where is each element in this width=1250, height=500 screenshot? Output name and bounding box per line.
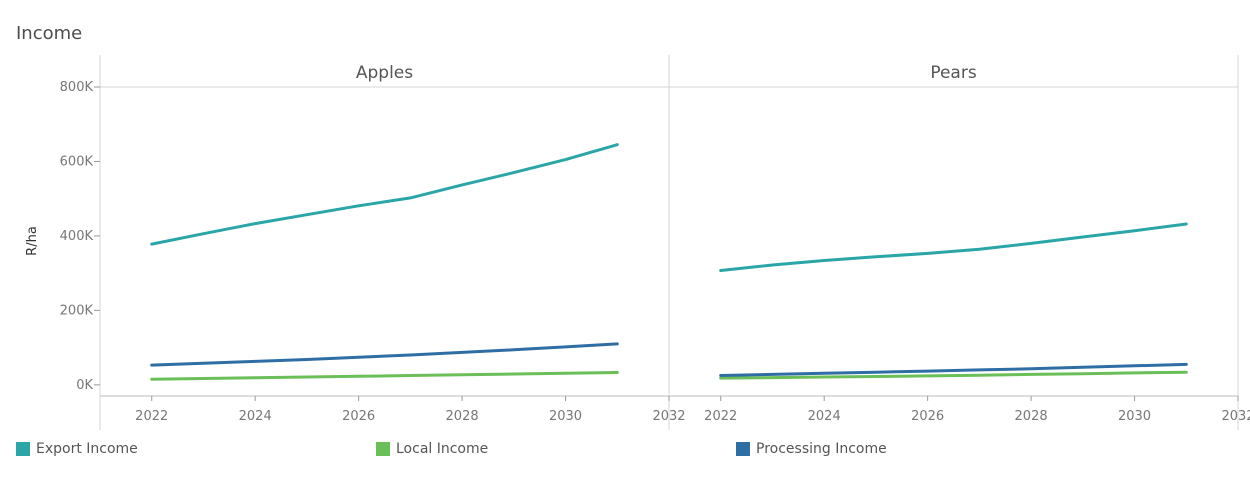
x-tick-label: 2024: [808, 409, 841, 424]
panel-title: Pears: [930, 63, 977, 83]
legend: Export Income Local Income Processing Inco…: [16, 441, 1236, 461]
chart-title: Income: [16, 23, 82, 44]
panel-title: Apples: [356, 63, 413, 83]
y-tick-label: 200K: [60, 303, 94, 318]
legend-label: Local Income: [396, 441, 489, 457]
legend-label: Export Income: [36, 441, 138, 457]
panel-pears: Pears 2022 2024 2026 2028 2030 2032: [704, 63, 1250, 424]
chart-panels: Apples 2022 2024 2026 2028 2030 2032 Pears 2022 2…: [135, 63, 1250, 424]
legend-item-processing-income[interactable]: Processing Income: [736, 441, 887, 457]
legend-swatch: [376, 442, 390, 456]
series-line-export-income: [719, 222, 1188, 272]
y-axis-label: R/ha: [25, 226, 40, 256]
legend-item-local-income[interactable]: Local Income: [376, 441, 488, 457]
y-tick-label: 800K: [60, 80, 94, 95]
series-line-processing-income: [150, 342, 619, 367]
series-line-export-income: [150, 143, 619, 246]
legend-label: Processing Income: [756, 441, 887, 457]
series-line-processing-income: [719, 362, 1188, 377]
legend-swatch: [736, 442, 750, 456]
y-tick-label: 0K: [76, 378, 93, 393]
x-tick-label: 2030: [1118, 409, 1151, 424]
x-tick-label: 2032: [652, 409, 685, 424]
x-tick-label: 2024: [239, 409, 272, 424]
x-tick-label: 2032: [1221, 409, 1250, 424]
x-tick-label: 2026: [911, 409, 944, 424]
y-axis: 0K 200K 400K 600K 800K: [60, 80, 100, 393]
series-line-local-income: [150, 371, 619, 381]
x-tick-label: 2028: [1015, 409, 1048, 424]
x-tick-label: 2030: [549, 409, 582, 424]
chart-frame: [99, 55, 1239, 430]
legend-swatch: [16, 442, 30, 456]
y-tick-label: 400K: [60, 229, 94, 244]
x-tick-label: 2028: [446, 409, 479, 424]
x-tick-label: 2022: [135, 409, 168, 424]
x-tick-label: 2022: [704, 409, 737, 424]
x-tick-label: 2026: [342, 409, 375, 424]
series-line-local-income: [719, 370, 1188, 380]
panel-apples: Apples 2022 2024 2026 2028 2030 2032: [135, 63, 685, 424]
legend-item-export-income[interactable]: Export Income: [16, 441, 138, 457]
y-tick-label: 600K: [60, 154, 94, 169]
